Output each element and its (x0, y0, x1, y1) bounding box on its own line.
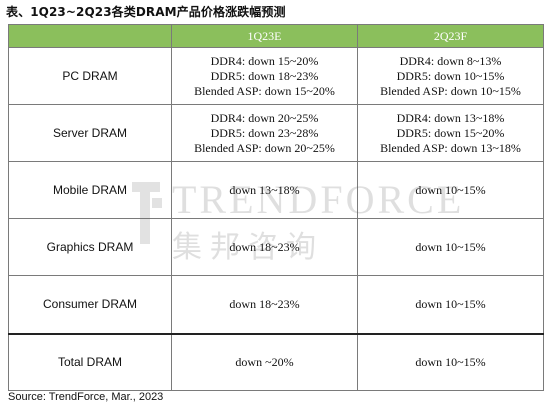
table-row: Consumer DRAM down 18~23% down 10~15% (8, 275, 544, 335)
cell-2q23f: down 10~15% (357, 333, 544, 391)
table-row: PC DRAM DDR4: down 15~20% DDR5: down 18~… (8, 47, 544, 105)
cell-line: DDR5: down 15~20% (396, 125, 505, 140)
header-cell-blank (8, 24, 172, 48)
cell-2q23f: DDR4: down 8~13% DDR5: down 10~15% Blend… (357, 47, 544, 105)
source-note: Source: TrendForce, Mar., 2023 (8, 391, 164, 403)
cell-line: DDR5: down 10~15% (396, 68, 505, 83)
cell-1q23e: down 18~23% (171, 275, 358, 335)
row-label: Total DRAM (8, 333, 172, 391)
cell-line: DDR4: down 8~13% (399, 53, 502, 68)
cell-2q23f: down 10~15% (357, 275, 544, 335)
dram-price-table: 1Q23E 2Q23F PC DRAM DDR4: down 15~20% DD… (8, 24, 544, 391)
table-row: Mobile DRAM down 13~18% down 10~15% (8, 161, 544, 219)
row-label: PC DRAM (8, 47, 172, 105)
cell-2q23f: DDR4: down 13~18% DDR5: down 15~20% Blen… (357, 104, 544, 162)
cell-1q23e: down 13~18% (171, 161, 358, 219)
row-label: Server DRAM (8, 104, 172, 162)
table-row: Graphics DRAM down 18~23% down 10~15% (8, 218, 544, 276)
cell-2q23f: down 10~15% (357, 161, 544, 219)
cell-line: DDR4: down 13~18% (396, 110, 505, 125)
row-label: Graphics DRAM (8, 218, 172, 276)
row-label: Consumer DRAM (8, 275, 172, 335)
cell-2q23f: down 10~15% (357, 218, 544, 276)
cell-line: DDR4: down 15~20% (210, 53, 319, 68)
cell-line: Blended ASP: down 20~25% (194, 140, 335, 155)
cell-1q23e: DDR4: down 20~25% DDR5: down 23~28% Blen… (171, 104, 358, 162)
total-row: Total DRAM down ~20% down 10~15% (8, 333, 544, 391)
header-cell-2q23f: 2Q23F (357, 24, 544, 48)
table-row: Server DRAM DDR4: down 20~25% DDR5: down… (8, 104, 544, 162)
cell-line: Blended ASP: down 13~18% (380, 140, 521, 155)
header-cell-1q23e: 1Q23E (171, 24, 358, 48)
cell-1q23e: down 18~23% (171, 218, 358, 276)
cell-1q23e: DDR4: down 15~20% DDR5: down 18~23% Blen… (171, 47, 358, 105)
cell-line: DDR4: down 20~25% (210, 110, 319, 125)
cell-line: DDR5: down 18~23% (210, 68, 319, 83)
cell-line: Blended ASP: down 15~20% (194, 83, 335, 98)
row-label: Mobile DRAM (8, 161, 172, 219)
table-title: 表、1Q23~2Q23各类DRAM产品价格涨跌幅预测 (6, 5, 286, 19)
cell-1q23e: down ~20% (171, 333, 358, 391)
cell-line: Blended ASP: down 10~15% (380, 83, 521, 98)
cell-line: DDR5: down 23~28% (210, 125, 319, 140)
header-row: 1Q23E 2Q23F (8, 24, 544, 48)
